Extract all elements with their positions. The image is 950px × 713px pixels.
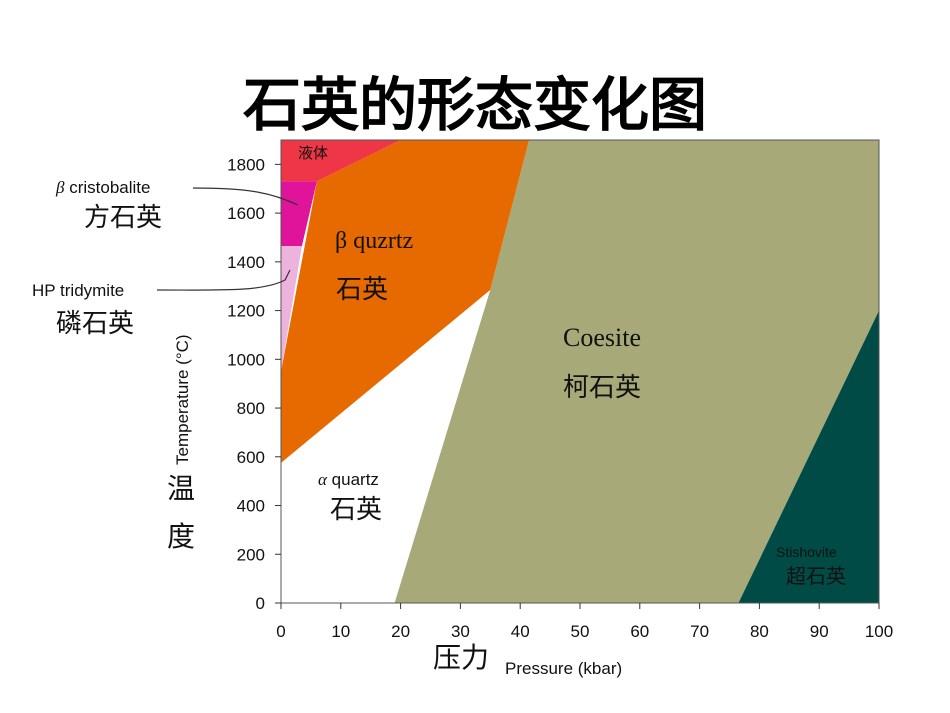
- y-tick-label: 200: [237, 545, 265, 564]
- cristobalite-label-cn: 方石英: [84, 203, 162, 233]
- beta-quartz-label: β quzrtz: [335, 228, 413, 254]
- tridymite-label: HP tridymite: [32, 281, 124, 300]
- region-alpha: [281, 289, 491, 603]
- liquid-label: 液体: [298, 144, 328, 162]
- region-coesite: [394, 140, 879, 603]
- page-title: 石英的形态变化图: [242, 71, 707, 139]
- x-tick-label: 20: [391, 622, 410, 641]
- y-tick-label: 0: [256, 594, 265, 613]
- x-tick-label: 60: [630, 622, 649, 641]
- region-liquid: [281, 140, 401, 182]
- x-tick-label: 40: [511, 622, 530, 641]
- x-tick-label: 0: [276, 622, 285, 641]
- y-tick-label: 800: [237, 399, 265, 418]
- alpha-quartz-label-cn: 石英: [330, 495, 382, 525]
- y-tick-label: 1200: [227, 302, 265, 321]
- x-tick-label: 10: [331, 622, 350, 641]
- stishovite-label: Stishovite: [776, 544, 837, 560]
- x-tick-label: 80: [750, 622, 769, 641]
- y-tick-label: 1000: [227, 350, 265, 369]
- x-tick-label: 30: [451, 622, 470, 641]
- tridymite-label-cn: 磷石英: [56, 309, 134, 339]
- x-axis-label: Pressure (kbar): [505, 659, 622, 678]
- y-tick-label: 1800: [227, 155, 265, 174]
- y-axis-label: Temperature (°C): [173, 334, 192, 465]
- x-tick-label: 100: [865, 622, 893, 641]
- x-tick-label: 90: [810, 622, 829, 641]
- x-axis-label-cn: 压力: [433, 641, 489, 674]
- region-cristobalite: [281, 181, 317, 247]
- y-axis-label-cn-1: 温: [167, 472, 195, 505]
- y-tick-label: 400: [237, 497, 265, 516]
- cristobalite-label: β cristobalite: [55, 178, 150, 197]
- y-tick-label: 600: [237, 448, 265, 467]
- alpha-quartz-label: α quartz: [318, 470, 379, 489]
- x-tick-label: 70: [690, 622, 709, 641]
- coesite-label: Coesite: [563, 323, 641, 352]
- y-tick-label: 1400: [227, 253, 265, 272]
- coesite-label-cn: 柯石英: [563, 373, 641, 403]
- region-beta: [281, 140, 530, 463]
- cristobalite-leader-line: [192, 187, 299, 206]
- region-stishovite: [738, 310, 879, 603]
- y-tick-label: 1600: [227, 204, 265, 223]
- x-tick-label: 50: [571, 622, 590, 641]
- stishovite-label-cn: 超石英: [786, 564, 846, 588]
- beta-quartz-label-cn: 石英: [336, 275, 388, 305]
- y-axis-label-cn-2: 度: [167, 520, 195, 553]
- tridymite-leader-line: [156, 269, 291, 291]
